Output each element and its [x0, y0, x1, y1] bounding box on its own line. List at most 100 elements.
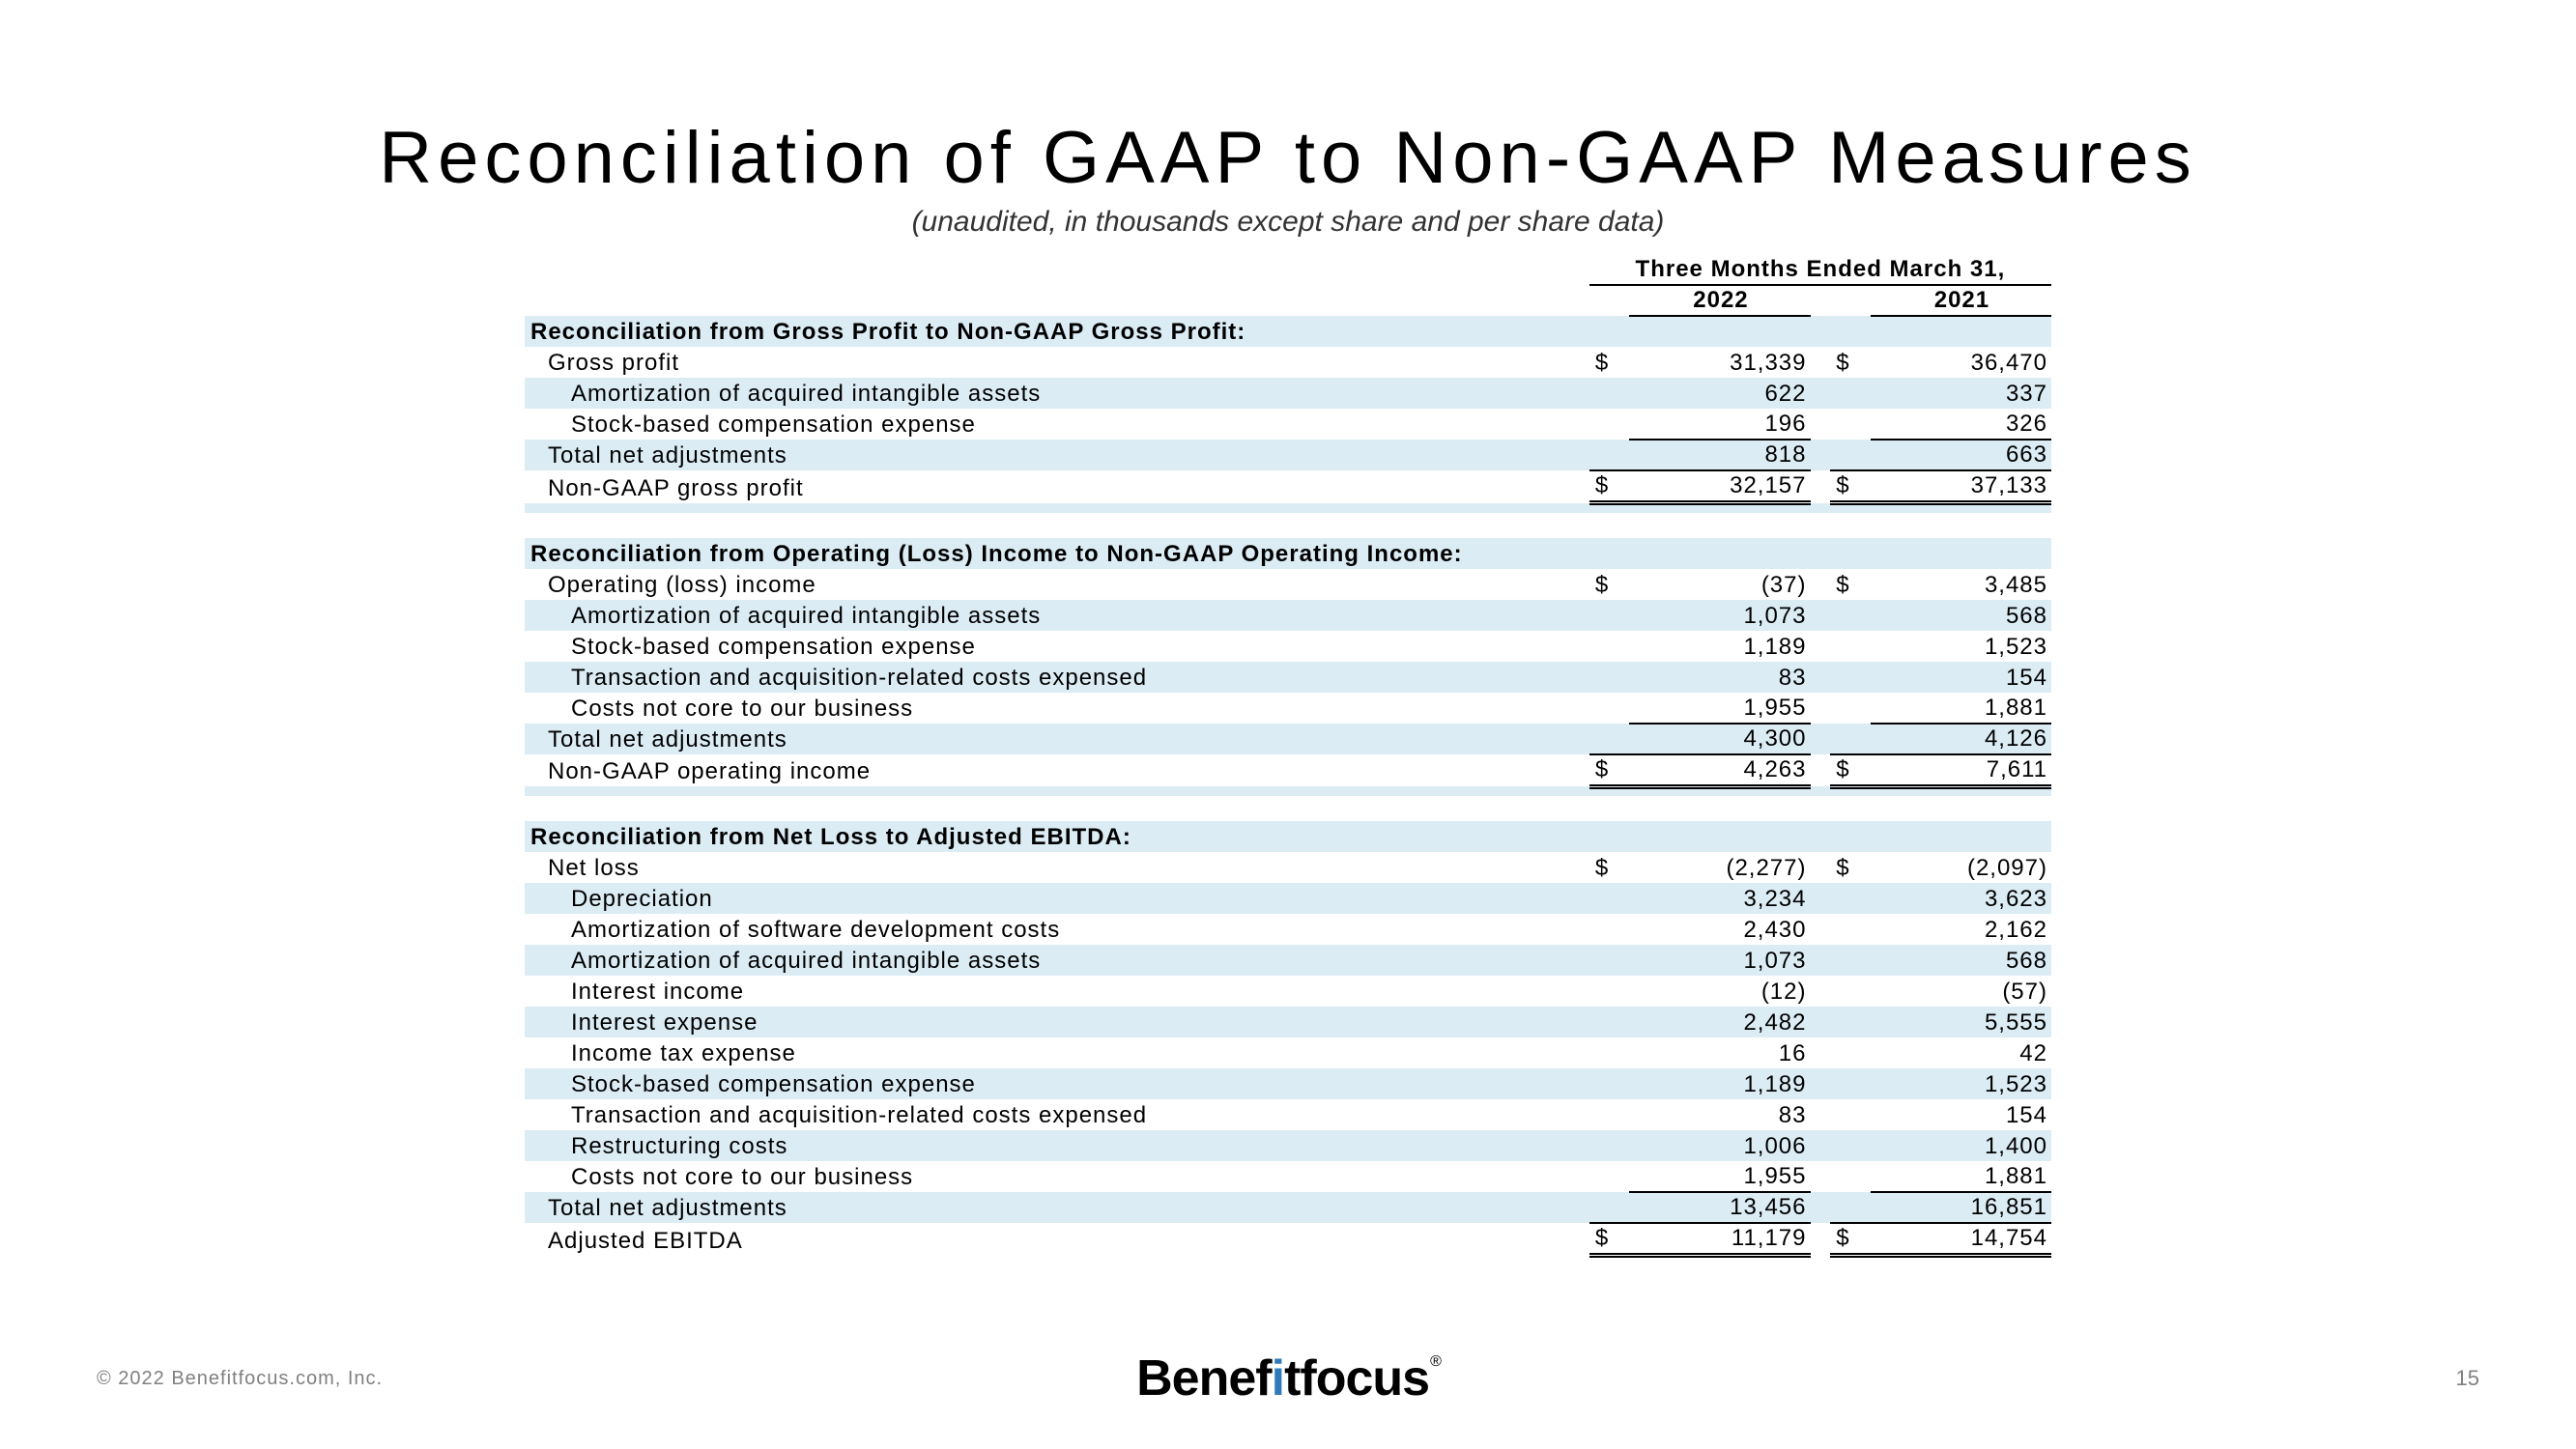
row-value: 1,955	[1629, 693, 1810, 724]
row-label: Gross profit	[525, 347, 1589, 378]
table-row: Amortization of acquired intangible asse…	[525, 945, 2051, 976]
row-label: Amortization of software development cos…	[525, 914, 1589, 945]
row-value: 1,400	[1871, 1130, 2051, 1161]
row-value: 1,881	[1871, 693, 2051, 724]
row-value: 2,162	[1871, 914, 2051, 945]
row-label: Operating (loss) income	[525, 569, 1589, 600]
row-value: 11,179	[1629, 1223, 1810, 1256]
row-value: 3,485	[1871, 569, 2051, 600]
currency-symbol: $	[1589, 1223, 1630, 1256]
currency-symbol: $	[1589, 754, 1630, 787]
row-value: 3,234	[1629, 883, 1810, 914]
row-value: 31,339	[1629, 347, 1810, 378]
section3-header: Reconciliation from Net Loss to Adjusted…	[525, 821, 1589, 852]
row-value: 16,851	[1871, 1192, 2051, 1223]
row-value: 154	[1871, 662, 2051, 693]
slide-title: Reconciliation of GAAP to Non-GAAP Measu…	[58, 116, 2518, 200]
spacer-row	[525, 786, 2051, 796]
row-label: Interest expense	[525, 1007, 1589, 1037]
row-value: 32,157	[1629, 470, 1810, 503]
table-row: Operating (loss) income $ (37) $ 3,485	[525, 569, 2051, 600]
table-row: Gross profit $ 31,339 $ 36,470	[525, 347, 2051, 378]
table-row: Total net adjustments 4,300 4,126	[525, 724, 2051, 754]
section1-header: Reconciliation from Gross Profit to Non-…	[525, 316, 1589, 347]
row-value: 4,300	[1629, 724, 1810, 754]
row-label: Net loss	[525, 852, 1589, 883]
row-value: 5,555	[1871, 1007, 2051, 1037]
row-label: Total net adjustments	[525, 440, 1589, 470]
row-label: Transaction and acquisition-related cost…	[525, 1099, 1589, 1130]
row-value: 196	[1629, 409, 1810, 440]
section3-header-row: Reconciliation from Net Loss to Adjusted…	[525, 821, 2051, 852]
period-header: Three Months Ended March 31,	[1589, 254, 2051, 285]
slide-container: Reconciliation of GAAP to Non-GAAP Measu…	[0, 0, 2576, 1449]
row-label: Stock-based compensation expense	[525, 631, 1589, 662]
row-value: 622	[1629, 378, 1810, 409]
row-label: Amortization of acquired intangible asse…	[525, 600, 1589, 631]
currency-symbol: $	[1830, 569, 1871, 600]
row-label: Transaction and acquisition-related cost…	[525, 662, 1589, 693]
section2-header: Reconciliation from Operating (Loss) Inc…	[525, 538, 1589, 569]
row-value: 568	[1871, 600, 2051, 631]
row-value: 13,456	[1629, 1192, 1810, 1223]
row-label: Stock-based compensation expense	[525, 1068, 1589, 1099]
row-value: (12)	[1629, 976, 1810, 1007]
currency-symbol: $	[1830, 1223, 1871, 1256]
currency-symbol: $	[1830, 470, 1871, 503]
row-value: 42	[1871, 1037, 2051, 1068]
currency-symbol: $	[1589, 852, 1630, 883]
table-row: Net loss $ (2,277) $ (2,097)	[525, 852, 2051, 883]
row-label: Interest income	[525, 976, 1589, 1007]
reconciliation-table-wrapper: Three Months Ended March 31, 2022 2021 R…	[525, 254, 2051, 1258]
row-value: (2,097)	[1871, 852, 2051, 883]
table-row: Costs not core to our business 1,955 1,8…	[525, 1161, 2051, 1192]
row-value: 568	[1871, 945, 2051, 976]
section2-header-row: Reconciliation from Operating (Loss) Inc…	[525, 538, 2051, 569]
spacer-row	[525, 513, 2051, 538]
row-value: 1,955	[1629, 1161, 1810, 1192]
row-value: 83	[1629, 662, 1810, 693]
period-header-row: Three Months Ended March 31,	[525, 254, 2051, 285]
row-value: 37,133	[1871, 470, 2051, 503]
row-value: 1,189	[1629, 1068, 1810, 1099]
page-number: 15	[2456, 1366, 2479, 1391]
row-label: Costs not core to our business	[525, 693, 1589, 724]
row-value: 1,523	[1871, 631, 2051, 662]
row-label: Restructuring costs	[525, 1130, 1589, 1161]
row-value: (57)	[1871, 976, 2051, 1007]
currency-symbol: $	[1830, 347, 1871, 378]
row-value: 1,073	[1629, 945, 1810, 976]
row-value: 3,623	[1871, 883, 2051, 914]
row-value: 326	[1871, 409, 2051, 440]
table-row: Stock-based compensation expense 1,189 1…	[525, 631, 2051, 662]
spacer-row	[525, 796, 2051, 821]
currency-symbol: $	[1589, 347, 1630, 378]
row-value: 2,430	[1629, 914, 1810, 945]
table-row: Interest income (12) (57)	[525, 976, 2051, 1007]
copyright-text: © 2022 Benefitfocus.com, Inc.	[97, 1368, 383, 1390]
year-2022: 2022	[1629, 285, 1810, 316]
table-row: Interest expense 2,482 5,555	[525, 1007, 2051, 1037]
section1-header-row: Reconciliation from Gross Profit to Non-…	[525, 316, 2051, 347]
table-row: Amortization of acquired intangible asse…	[525, 600, 2051, 631]
row-label: Amortization of acquired intangible asse…	[525, 945, 1589, 976]
row-value: 16	[1629, 1037, 1810, 1068]
row-value: 663	[1871, 440, 2051, 470]
row-label: Amortization of acquired intangible asse…	[525, 378, 1589, 409]
row-value: 1,523	[1871, 1068, 2051, 1099]
table-row: Depreciation 3,234 3,623	[525, 883, 2051, 914]
table-row: Costs not core to our business 1,955 1,8…	[525, 693, 2051, 724]
row-label: Non-GAAP operating income	[525, 754, 1589, 787]
table-row: Total net adjustments 818 663	[525, 440, 2051, 470]
table-row: Transaction and acquisition-related cost…	[525, 1099, 2051, 1130]
row-label: Adjusted EBITDA	[525, 1223, 1589, 1256]
row-value: 1,881	[1871, 1161, 2051, 1192]
year-header-row: 2022 2021	[525, 285, 2051, 316]
logo: Benefitfocus®	[1136, 1350, 1440, 1407]
row-value: 83	[1629, 1099, 1810, 1130]
row-value: 818	[1629, 440, 1810, 470]
table-row: Adjusted EBITDA $ 11,179 $ 14,754	[525, 1223, 2051, 1256]
row-value: 14,754	[1871, 1223, 2051, 1256]
year-2021: 2021	[1871, 285, 2051, 316]
table-row: Non-GAAP operating income $ 4,263 $ 7,61…	[525, 754, 2051, 787]
